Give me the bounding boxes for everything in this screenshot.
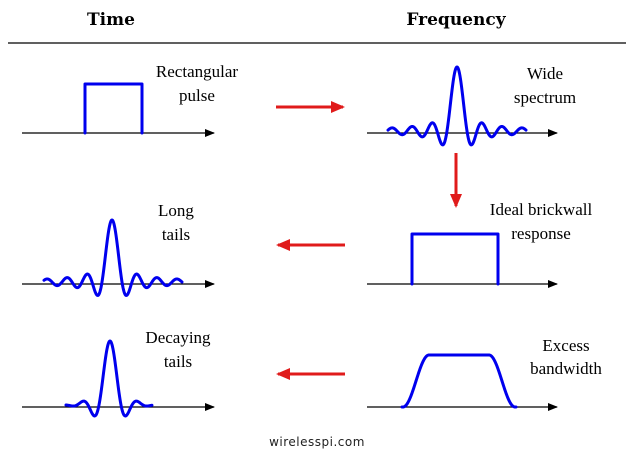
- frequency-header: Frequency: [406, 10, 506, 30]
- label-bandwidth: bandwidth: [530, 359, 602, 378]
- watermark: wirelesspi.com: [269, 435, 365, 449]
- time-header: Time: [87, 10, 135, 30]
- brickwall-response: [410, 232, 500, 286]
- rectangular-pulse: [83, 82, 144, 135]
- label-excess: Excess: [542, 336, 589, 355]
- excess-bandwidth-spectrum: [400, 353, 518, 409]
- long-tails-sinc: [42, 218, 184, 297]
- label-tails: tails: [162, 225, 190, 244]
- label-ideal-brickwall: Ideal brickwall: [490, 200, 593, 219]
- label-rectangular: Rectangular: [156, 62, 238, 81]
- label-wide: Wide: [527, 64, 563, 83]
- label-spectrum: spectrum: [514, 88, 576, 107]
- label-pulse: pulse: [179, 86, 215, 105]
- decaying-tails-pulse: [64, 339, 154, 418]
- label-decaying: Decaying: [145, 328, 211, 347]
- label-tails-2: tails: [164, 352, 192, 371]
- wide-spectrum-sinc: [386, 65, 528, 147]
- label-response: response: [511, 224, 570, 243]
- label-long: Long: [158, 201, 194, 220]
